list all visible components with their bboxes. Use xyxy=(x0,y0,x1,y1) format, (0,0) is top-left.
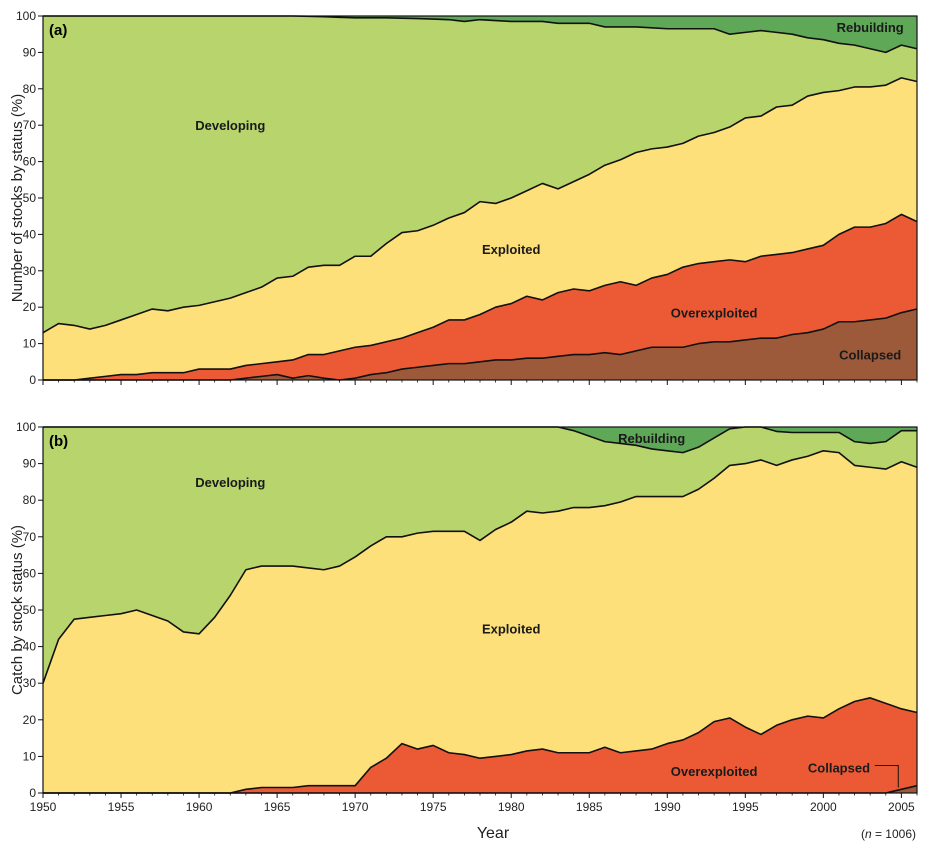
boundary-exploited xyxy=(42,449,918,684)
y-axis-title: Catch by stock status (%) xyxy=(9,525,26,695)
y-tick-label: 50 xyxy=(23,191,37,205)
x-tick-label: 1985 xyxy=(576,800,603,814)
x-tick-label: 2000 xyxy=(810,800,837,814)
x-tick-label: 1960 xyxy=(186,800,213,814)
y-tick-label: 20 xyxy=(23,713,37,727)
y-tick-label: 60 xyxy=(23,155,37,169)
y-tick-label: 50 xyxy=(23,603,37,617)
region-label-overexploited: Overexploited xyxy=(671,764,758,779)
y-axis-title: Number of stocks by status (%) xyxy=(9,94,26,302)
area-exploited xyxy=(43,450,917,793)
region-label-exploited: Exploited xyxy=(482,242,541,257)
x-tick-label: 1965 xyxy=(264,800,291,814)
x-tick-label: 2005 xyxy=(888,800,915,814)
x-tick-label: 1995 xyxy=(732,800,759,814)
panel-label: (a) xyxy=(49,22,67,39)
x-tick-label: 1950 xyxy=(30,800,57,814)
x-tick-label: 1955 xyxy=(108,800,135,814)
x-tick-label: 1990 xyxy=(654,800,681,814)
y-tick-label: 70 xyxy=(23,530,37,544)
y-tick-label: 20 xyxy=(23,300,37,314)
y-tick-label: 80 xyxy=(23,493,37,507)
y-tick-label: 40 xyxy=(23,640,37,654)
panel-label: (b) xyxy=(49,433,68,450)
region-label-exploited: Exploited xyxy=(482,621,541,636)
y-tick-label: 100 xyxy=(16,420,36,434)
area-overexploited xyxy=(43,214,917,380)
x-tick-label: 1970 xyxy=(342,800,369,814)
y-tick-label: 0 xyxy=(29,786,36,800)
region-label-overexploited: Overexploited xyxy=(671,306,758,321)
y-tick-label: 90 xyxy=(23,457,37,471)
y-tick-label: 40 xyxy=(23,227,37,241)
y-tick-label: 30 xyxy=(23,264,37,278)
panel-b-catch-status-chart: 0 10 20 30 40 50 60 70 80 90 100 1950 1955 1960 1965 19… xyxy=(9,420,918,814)
region-label-rebuilding: Rebuilding xyxy=(618,431,685,446)
y-tick-label: 100 xyxy=(16,9,36,23)
region-label-rebuilding: Rebuilding xyxy=(837,20,904,35)
area-collapsed xyxy=(43,309,917,380)
panel-a-stock-status-chart: 0 10 20 30 40 50 60 70 80 90 100 Number of stocks b… xyxy=(9,9,918,387)
y-tick-label: 90 xyxy=(23,45,37,59)
y-tick-label: 0 xyxy=(29,373,36,387)
x-axis-title: Year xyxy=(477,825,510,842)
boundary-exploited xyxy=(42,77,918,334)
x-tick-label: 1975 xyxy=(420,800,447,814)
x-tick-label: 1980 xyxy=(498,800,525,814)
sample-size-note: (n = 1006) xyxy=(861,827,916,841)
boundary-overexploited xyxy=(43,213,918,381)
y-tick-label: 10 xyxy=(23,337,37,351)
region-label-developing: Developing xyxy=(195,475,265,490)
region-label-developing: Developing xyxy=(195,118,265,133)
region-label-collapsed: Collapsed xyxy=(808,760,870,775)
y-tick-label: 80 xyxy=(23,82,37,96)
y-tick-label: 70 xyxy=(23,118,37,132)
y-tick-label: 30 xyxy=(23,676,37,690)
collapsed-callout-line xyxy=(874,765,899,788)
area-overexploited xyxy=(43,697,917,793)
y-tick-label: 10 xyxy=(23,749,37,763)
region-label-collapsed: Collapsed xyxy=(839,348,901,363)
y-tick-label: 60 xyxy=(23,566,37,580)
